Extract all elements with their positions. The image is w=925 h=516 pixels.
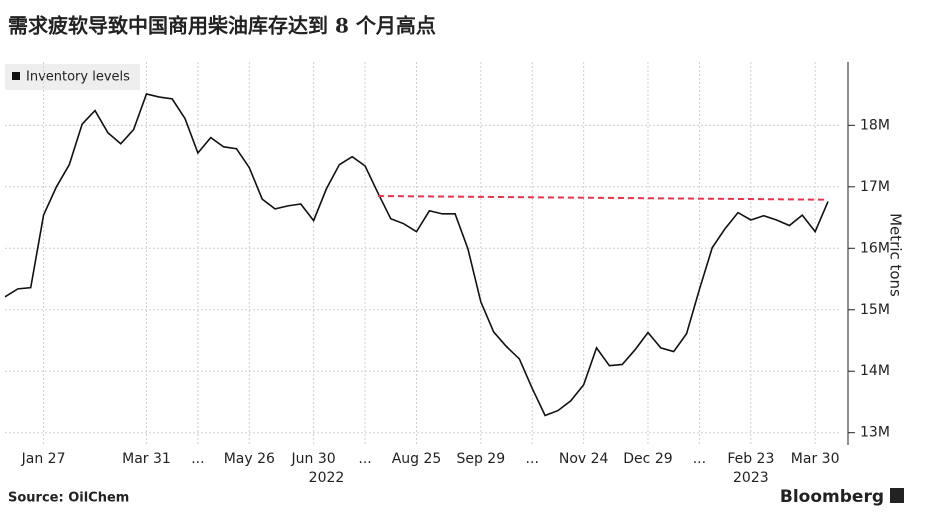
y-tick-label: 16M — [860, 240, 890, 256]
x-tick-label: Jun 30 — [291, 451, 336, 467]
x-tick-label: Aug 25 — [392, 451, 442, 467]
brand-logo — [890, 488, 904, 503]
chart-title: 需求疲软导致中国商用柴油库存达到 8 个月高点 — [8, 14, 436, 38]
legend-swatch — [12, 72, 20, 80]
source: Source: OilChem — [8, 491, 129, 506]
x-tick-label: Sep 29 — [456, 451, 505, 467]
x-tick-label: Feb 23 — [727, 451, 774, 467]
x-tick-label: ... — [526, 451, 539, 467]
reference-line — [377, 195, 829, 201]
x-tick-label: ... — [358, 451, 371, 467]
y-tick-label: 15M — [860, 302, 890, 318]
year-label: 2023 — [733, 470, 769, 486]
x-tick-label: Dec 29 — [623, 451, 672, 467]
brand: Bloomberg — [780, 487, 884, 507]
x-tick-label: Nov 24 — [559, 451, 609, 467]
year-label: 2022 — [309, 470, 345, 486]
legend-box — [5, 64, 140, 90]
y-tick-label: 14M — [860, 363, 890, 379]
y-axis-title: Metric tons — [887, 213, 905, 297]
x-tick-label: ... — [693, 451, 706, 467]
legend-label: Inventory levels — [26, 70, 130, 85]
y-tick-label: 13M — [860, 425, 890, 441]
data-line — [4, 93, 829, 417]
x-tick-label: Jan 27 — [21, 451, 66, 467]
x-tick-label: Mar 31 — [122, 451, 171, 467]
y-tick-label: 17M — [860, 179, 890, 195]
x-tick-label: Mar 30 — [791, 451, 840, 467]
y-tick-label: 18M — [860, 117, 890, 133]
x-tick-label: ... — [191, 451, 204, 467]
x-tick-label: May 26 — [224, 451, 275, 467]
